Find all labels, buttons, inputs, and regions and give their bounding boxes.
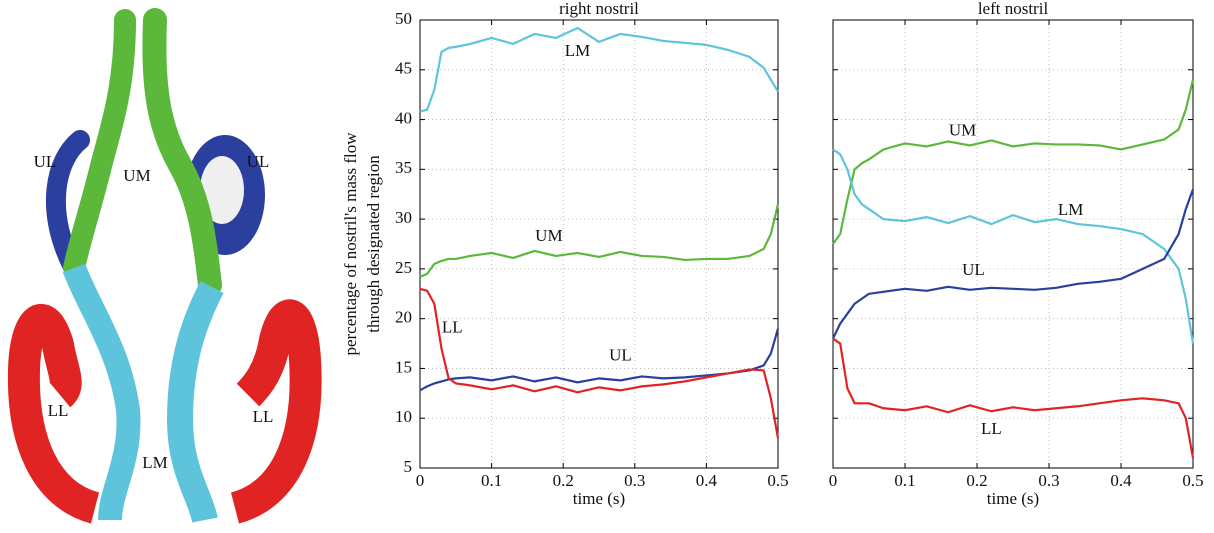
- y-tick-label: 45: [395, 59, 412, 78]
- series-label: UM: [535, 226, 562, 245]
- x-tick-label: 0.2: [966, 471, 987, 490]
- plot-frame: [832, 19, 1194, 469]
- diagram-label: LM: [142, 453, 168, 472]
- x-tick-label: 0.2: [553, 471, 574, 490]
- x-tick-label: 0.1: [894, 471, 915, 490]
- region-lm-right: [166, 281, 224, 524]
- region-ul-left: [46, 130, 90, 275]
- x-tick-label: 0: [829, 471, 838, 490]
- x-tick-label: 0.4: [696, 471, 718, 490]
- series-label: UL: [609, 345, 632, 364]
- region-ll-left: [7, 304, 100, 524]
- series-line: [832, 188, 1195, 340]
- x-tick-label: 0.3: [1038, 471, 1059, 490]
- series-line: [419, 287, 780, 439]
- series-line: [419, 203, 780, 278]
- y-tick-label: 40: [395, 108, 412, 127]
- plot-frame: [419, 19, 779, 469]
- region-ll-right: [230, 299, 322, 524]
- y-axis-label: through designated region: [364, 155, 383, 333]
- region-ul-right-inner: [200, 156, 244, 224]
- series-line: [832, 337, 1195, 459]
- nasal-diagram: UL UM UL LL LM LL: [7, 8, 322, 524]
- chart: left nostril time (s) 0 0.1 0.2 0.3 0.4 0.5 UM LM…: [829, 0, 1204, 508]
- x-tick-label: 0.5: [1182, 471, 1203, 490]
- x-tick-label: 0.1: [481, 471, 502, 490]
- y-tick-label: 10: [395, 407, 412, 426]
- y-tick-label: 15: [395, 357, 412, 376]
- diagram-label: UL: [34, 152, 57, 171]
- x-tick-label: 0.3: [624, 471, 645, 490]
- x-tick-label: 0: [416, 471, 425, 490]
- x-tick-label: 0.5: [767, 471, 788, 490]
- series-label: LL: [981, 419, 1002, 438]
- series-line: [832, 148, 1195, 344]
- series-label: LL: [442, 318, 463, 337]
- diagram-label: UL: [247, 152, 270, 171]
- series-label: UL: [962, 260, 985, 279]
- y-tick-label: 5: [404, 457, 413, 476]
- x-tick-label: 0.4: [1110, 471, 1132, 490]
- y-tick-label: 50: [395, 9, 412, 28]
- series-label: UM: [949, 120, 976, 139]
- series-line: [832, 79, 1195, 245]
- y-axis-label: percentage of nostril's mass flow: [341, 132, 360, 356]
- region-um-left: [63, 9, 136, 279]
- region-um-right: [142, 8, 222, 297]
- x-axis-label: time (s): [987, 489, 1039, 508]
- chart-title: right nostril: [559, 0, 639, 18]
- x-axis-label: time (s): [573, 489, 625, 508]
- series-label: LM: [565, 41, 591, 60]
- chart-title: left nostril: [978, 0, 1049, 18]
- y-tick-label: 30: [395, 208, 412, 227]
- diagram-label: LL: [48, 401, 69, 420]
- series-line: [419, 328, 780, 392]
- chart: right nostril time (s) percentage of nostr…: [341, 0, 789, 508]
- series-line: [419, 26, 779, 113]
- series-label: LM: [1058, 200, 1084, 219]
- diagram-label: UM: [123, 166, 150, 185]
- y-tick-label: 35: [395, 158, 412, 177]
- y-tick-label: 20: [395, 308, 412, 327]
- diagram-label: LL: [253, 407, 274, 426]
- region-lm-left: [62, 263, 141, 521]
- y-tick-label: 25: [395, 258, 412, 277]
